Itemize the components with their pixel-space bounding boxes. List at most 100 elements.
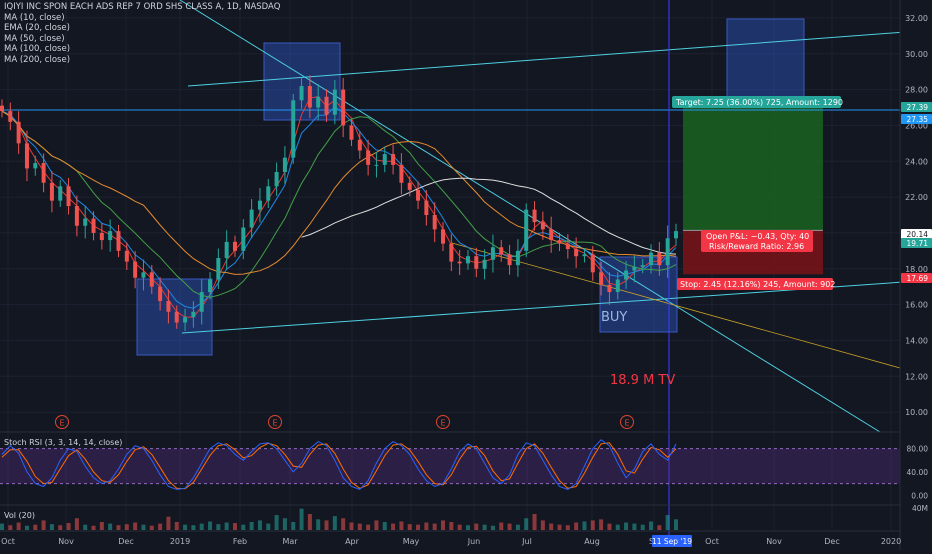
candle[interactable] — [316, 84, 321, 121]
candle[interactable] — [357, 131, 362, 159]
candle[interactable] — [441, 221, 446, 252]
candle[interactable] — [599, 261, 604, 296]
earnings-marker[interactable]: E — [55, 415, 69, 429]
candle[interactable] — [474, 247, 479, 278]
candle[interactable] — [515, 239, 520, 277]
candle[interactable] — [582, 248, 587, 263]
candle[interactable] — [291, 94, 296, 164]
candle[interactable] — [149, 264, 154, 295]
candle[interactable] — [366, 139, 371, 176]
candle[interactable] — [649, 244, 654, 274]
candle[interactable] — [158, 277, 163, 311]
candle[interactable] — [324, 89, 329, 123]
candle[interactable] — [282, 146, 287, 184]
volume-bar — [474, 523, 479, 530]
candle[interactable] — [349, 119, 354, 147]
candle[interactable] — [590, 245, 595, 281]
candle[interactable] — [108, 219, 113, 252]
candle[interactable] — [74, 195, 79, 237]
candle[interactable] — [116, 224, 121, 258]
candle[interactable] — [124, 242, 129, 271]
earnings-marker[interactable]: E — [436, 415, 450, 429]
candle[interactable] — [490, 234, 495, 273]
candle[interactable] — [91, 211, 96, 241]
candle[interactable] — [49, 171, 54, 213]
earnings-marker[interactable]: E — [620, 415, 634, 429]
y-tick-label: 14.00 — [905, 336, 928, 345]
candle[interactable] — [274, 162, 279, 196]
candle[interactable] — [266, 178, 271, 209]
candle[interactable] — [374, 152, 379, 178]
candle-body — [16, 121, 21, 144]
candlesticks[interactable] — [0, 75, 678, 331]
candle[interactable] — [216, 248, 221, 289]
candle[interactable] — [482, 249, 487, 280]
candle[interactable] — [465, 249, 470, 270]
candle[interactable] — [174, 305, 179, 329]
candle[interactable] — [307, 75, 312, 119]
candle[interactable] — [391, 144, 396, 175]
candle[interactable] — [499, 239, 504, 262]
candle[interactable] — [199, 279, 204, 325]
candle[interactable] — [424, 190, 429, 226]
candle[interactable] — [16, 111, 21, 154]
x-tick-label: Aug — [584, 537, 600, 546]
candle[interactable] — [191, 301, 196, 328]
price-marker-label: 20.14 — [907, 230, 929, 239]
earnings-marker[interactable]: E — [268, 415, 282, 429]
candle[interactable] — [532, 201, 537, 231]
candle[interactable] — [183, 308, 188, 331]
candle[interactable] — [33, 155, 38, 176]
candle[interactable] — [607, 272, 612, 305]
candle[interactable] — [8, 102, 13, 131]
candle[interactable] — [432, 202, 437, 243]
candle[interactable] — [382, 146, 387, 173]
candle[interactable] — [208, 272, 213, 300]
candle[interactable] — [58, 180, 63, 207]
candle-body — [74, 206, 79, 226]
candle[interactable] — [299, 77, 304, 109]
candle[interactable] — [507, 244, 512, 275]
candle[interactable] — [457, 249, 462, 276]
candle[interactable] — [41, 153, 46, 193]
candle[interactable] — [640, 258, 645, 274]
candle[interactable] — [341, 77, 346, 138]
candle-body — [49, 182, 54, 201]
candle[interactable] — [141, 259, 146, 291]
candle[interactable] — [166, 289, 171, 324]
candle[interactable] — [249, 199, 254, 239]
candle[interactable] — [24, 130, 29, 182]
candle[interactable] — [332, 80, 337, 125]
candle[interactable] — [615, 272, 620, 300]
volume-bar — [374, 520, 379, 530]
candle[interactable] — [524, 203, 529, 258]
candle[interactable] — [99, 223, 104, 250]
volume-bar — [49, 524, 54, 530]
volume-bar — [540, 520, 545, 530]
candle[interactable] — [632, 255, 637, 283]
candle[interactable] — [657, 242, 662, 276]
volume-bar — [166, 516, 171, 530]
candle[interactable] — [624, 261, 629, 289]
candle[interactable] — [399, 153, 404, 195]
candle[interactable] — [565, 234, 570, 259]
candle[interactable] — [224, 230, 229, 270]
candle[interactable] — [0, 99, 4, 118]
candle[interactable] — [83, 205, 88, 239]
candle[interactable] — [407, 176, 412, 197]
candle[interactable] — [66, 177, 71, 215]
candle[interactable] — [665, 225, 670, 278]
volume-bar — [416, 524, 421, 530]
candle[interactable] — [674, 223, 678, 246]
candle[interactable] — [574, 237, 579, 268]
candle[interactable] — [449, 234, 454, 272]
candle[interactable] — [549, 216, 554, 253]
candle[interactable] — [257, 187, 262, 223]
candle[interactable] — [232, 235, 237, 258]
candle[interactable] — [241, 219, 246, 260]
candle[interactable] — [557, 232, 562, 252]
candle[interactable] — [133, 251, 138, 289]
candle[interactable] — [540, 211, 545, 240]
candle[interactable] — [416, 181, 421, 210]
